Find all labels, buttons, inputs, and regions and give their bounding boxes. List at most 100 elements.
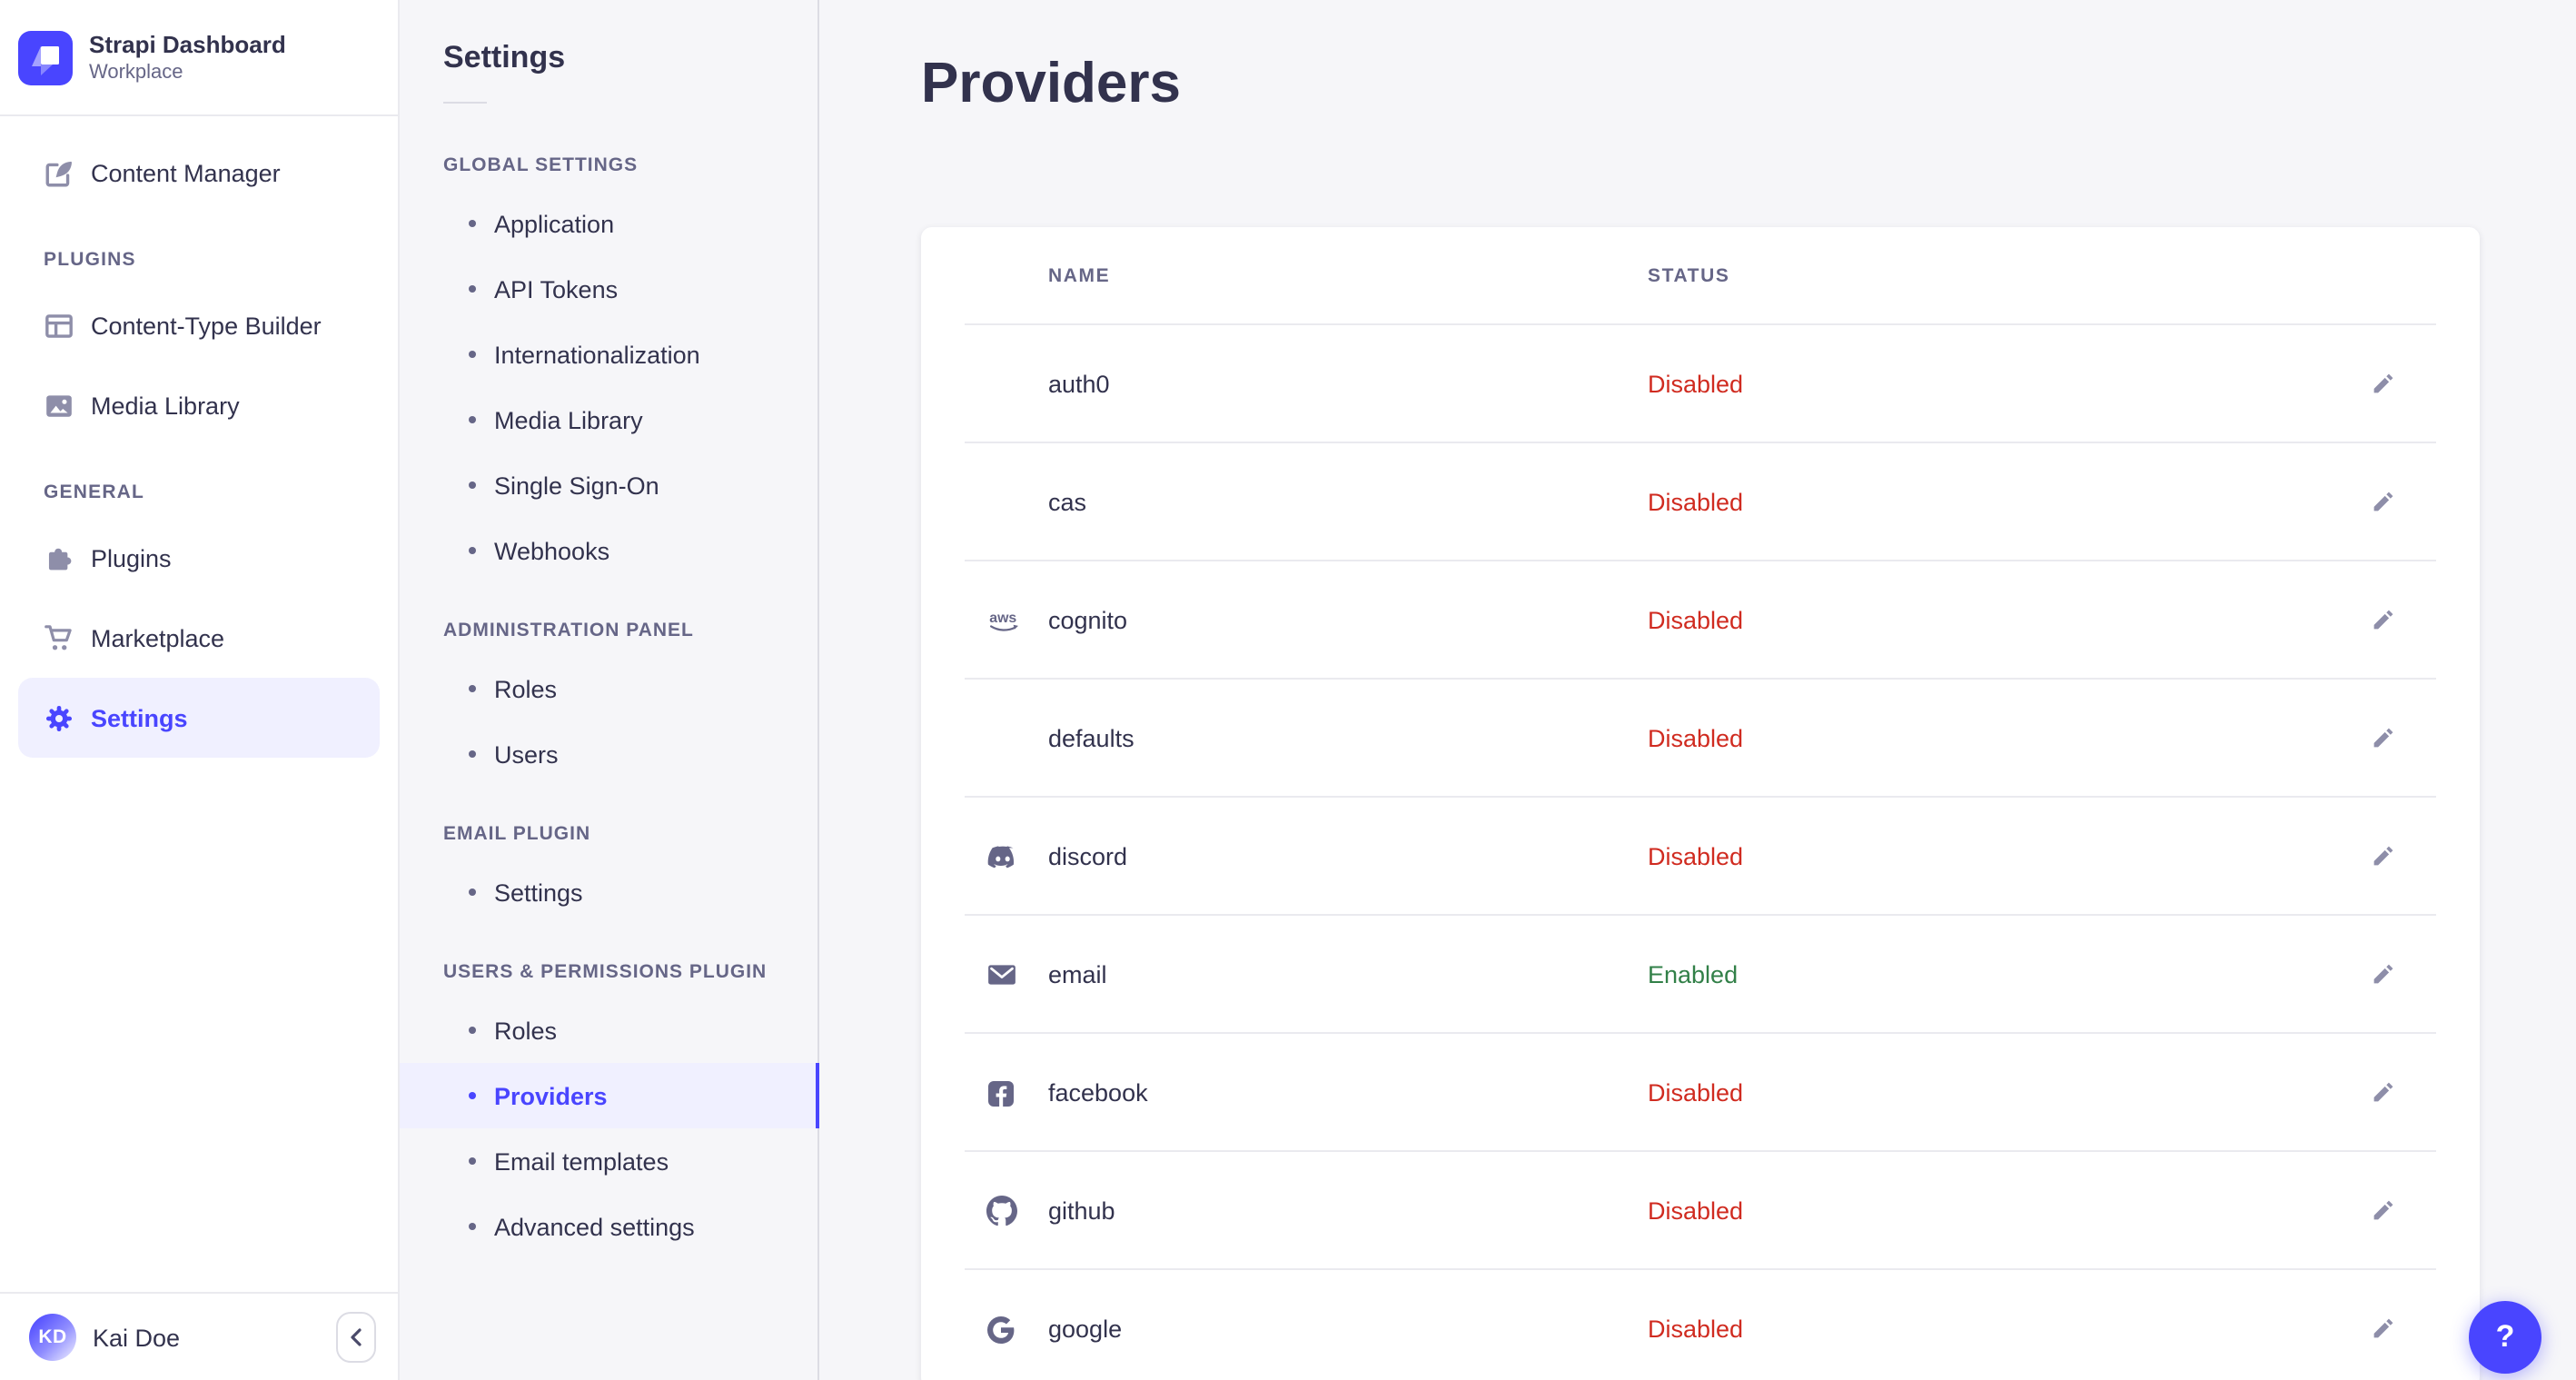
main-sidebar: Strapi Dashboard Workplace Content Manag… [0, 0, 400, 1380]
provider-name: google [1048, 1315, 1123, 1343]
table-header: NAME STATUS [921, 227, 2480, 325]
workspace-title: Strapi Dashboard [89, 30, 286, 58]
sidebar-item-media-library[interactable]: Media Library [18, 365, 380, 445]
subnav-list-email-plugin: Settings [400, 859, 817, 925]
media-library-icon [44, 390, 74, 421]
table-row[interactable]: github Disabled [921, 1152, 2480, 1270]
edit-provider-button[interactable] [2361, 363, 2403, 405]
subnav-item-admin-users[interactable]: Users [400, 721, 817, 787]
edit-provider-button[interactable] [2361, 836, 2403, 878]
github-icon [986, 1196, 1048, 1226]
puzzle-icon [44, 542, 74, 573]
subnav-section-email-plugin: EMAIL PLUGIN [443, 823, 591, 845]
provider-status: Enabled [1648, 961, 1739, 988]
provider-name: cognito [1048, 607, 1128, 634]
table-row[interactable]: google Disabled [921, 1270, 2480, 1380]
subnav-item-email-templates[interactable]: Email templates [400, 1128, 817, 1194]
subnav-item-api-tokens[interactable]: API Tokens [400, 256, 817, 322]
svg-text:aws: aws [989, 610, 1016, 625]
aws-icon: aws [986, 608, 1048, 633]
sidebar-item-plugins[interactable]: Plugins [18, 518, 380, 598]
subnav-item-providers[interactable]: Providers [400, 1063, 819, 1128]
edit-provider-button[interactable] [2361, 482, 2403, 523]
sidebar-item-marketplace[interactable]: Marketplace [18, 598, 380, 678]
cart-icon [44, 622, 74, 653]
help-button[interactable]: ? [2469, 1301, 2541, 1374]
edit-provider-button[interactable] [2361, 600, 2403, 641]
pencil-icon [2373, 491, 2393, 511]
workspace-switcher[interactable]: Strapi Dashboard Workplace [0, 0, 398, 116]
sidebar-item-content-type-builder[interactable]: Content-Type Builder [18, 285, 380, 365]
provider-status: Disabled [1648, 371, 1744, 398]
sidebar-item-label: Media Library [91, 392, 240, 419]
provider-name: auth0 [1048, 371, 1110, 398]
brand-text: Strapi Dashboard Workplace [89, 31, 286, 84]
settings-subnav: Settings GLOBAL SETTINGS Application API… [400, 0, 819, 1380]
subnav-item-up-roles[interactable]: Roles [400, 998, 817, 1063]
pencil-icon [2373, 610, 2393, 630]
edit-provider-button[interactable] [2361, 1072, 2403, 1114]
subnav-item-internationalization[interactable]: Internationalization [400, 322, 817, 387]
provider-name: github [1048, 1197, 1115, 1225]
provider-status: Disabled [1648, 489, 1744, 516]
discord-icon [986, 840, 1048, 873]
table-row[interactable]: discord Disabled [921, 798, 2480, 916]
provider-name: email [1048, 961, 1107, 988]
user-menu[interactable]: KD Kai Doe [0, 1292, 398, 1380]
subnav-item-media-library[interactable]: Media Library [400, 387, 817, 452]
strapi-logo-icon [18, 30, 73, 84]
column-header-status: STATUS [1648, 265, 1730, 287]
sidebar-section-plugins: PLUGINS [44, 249, 136, 271]
pencil-icon [2373, 1200, 2393, 1220]
edit-provider-button[interactable] [2361, 1190, 2403, 1232]
sidebar-item-settings[interactable]: Settings [18, 678, 380, 758]
provider-status: Disabled [1648, 607, 1744, 634]
subnav-item-email-settings[interactable]: Settings [400, 859, 817, 925]
pencil-icon [2373, 1318, 2393, 1338]
pencil-icon [2373, 1082, 2393, 1102]
subnav-section-global-settings: GLOBAL SETTINGS [443, 154, 639, 176]
content-type-builder-icon [44, 310, 74, 341]
avatar: KD [29, 1314, 76, 1361]
subnav-item-single-sign-on[interactable]: Single Sign-On [400, 452, 817, 518]
subnav-item-application[interactable]: Application [400, 191, 817, 256]
table-row[interactable]: cas Disabled [921, 443, 2480, 561]
workspace-subtitle: Workplace [89, 62, 183, 84]
content-manager-icon [44, 157, 74, 188]
pencil-icon [2373, 964, 2393, 984]
gear-icon [44, 702, 74, 733]
provider-status: Disabled [1648, 843, 1744, 870]
table-row[interactable]: email Enabled [921, 916, 2480, 1034]
table-row[interactable]: auth0 Disabled [921, 325, 2480, 443]
pencil-icon [2373, 373, 2393, 393]
subnav-item-admin-roles[interactable]: Roles [400, 656, 817, 721]
edit-provider-button[interactable] [2361, 1308, 2403, 1350]
collapse-sidebar-button[interactable] [336, 1312, 376, 1363]
table-row[interactable]: facebook Disabled [921, 1034, 2480, 1152]
provider-name: facebook [1048, 1079, 1148, 1107]
subnav-section-administration-panel: ADMINISTRATION PANEL [443, 620, 694, 641]
table-row[interactable]: defaults Disabled [921, 680, 2480, 798]
provider-status: Disabled [1648, 725, 1744, 752]
edit-provider-button[interactable] [2361, 954, 2403, 996]
edit-provider-button[interactable] [2361, 718, 2403, 759]
sidebar-item-label: Plugins [91, 544, 172, 571]
page-title: Providers [921, 51, 1182, 114]
sidebar-item-content-manager[interactable]: Content Manager [18, 133, 380, 213]
provider-status: Disabled [1648, 1079, 1744, 1107]
table-row[interactable]: aws cognito Disabled [921, 561, 2480, 680]
subnav-list-administration-panel: Roles Users [400, 656, 817, 787]
provider-name: cas [1048, 489, 1087, 516]
sidebar-item-label: Marketplace [91, 624, 225, 651]
main-content: Providers NAME STATUS auth0 Disabled cas… [819, 0, 2576, 1380]
provider-name: discord [1048, 843, 1128, 870]
subnav-item-webhooks[interactable]: Webhooks [400, 518, 817, 583]
provider-status: Disabled [1648, 1197, 1744, 1225]
subnav-item-advanced-settings[interactable]: Advanced settings [400, 1194, 817, 1259]
sidebar-item-label: Content Manager [91, 159, 281, 186]
pencil-icon [2373, 728, 2393, 748]
sidebar-section-general: GENERAL [44, 482, 145, 503]
subnav-section-users-permissions: USERS & PERMISSIONS PLUGIN [443, 961, 768, 983]
